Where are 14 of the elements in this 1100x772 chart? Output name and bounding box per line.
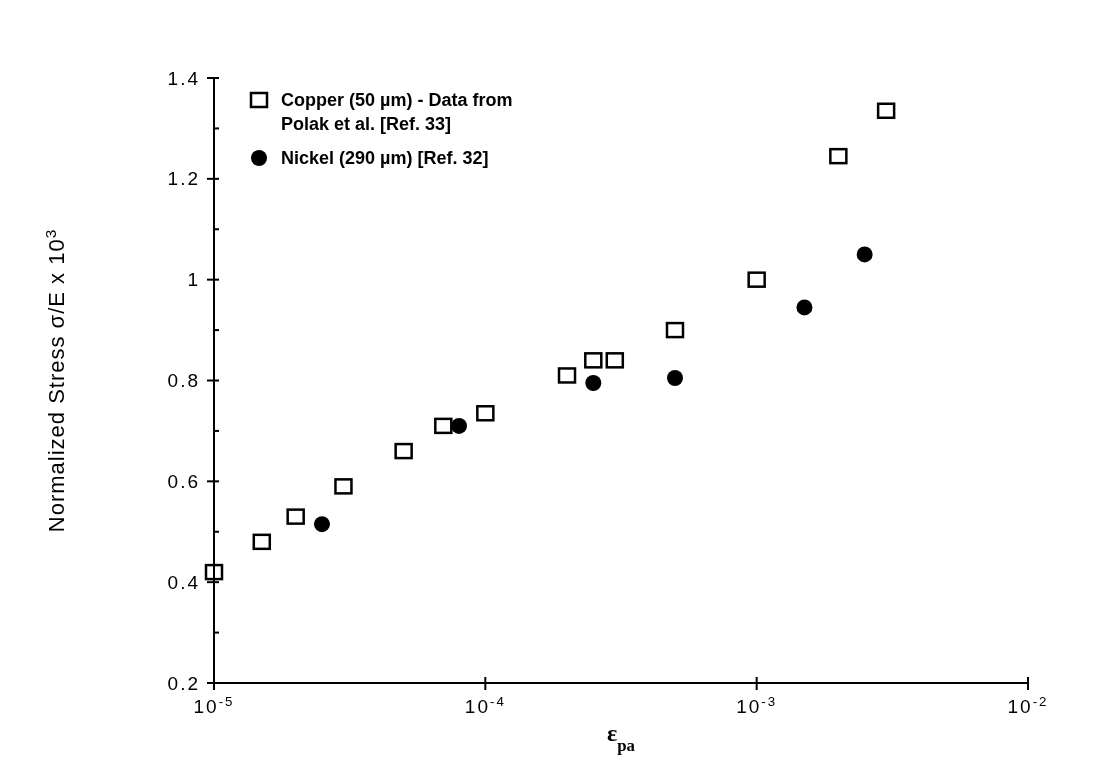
x-tick-label: 10$^{-2}$ — [1007, 693, 1049, 717]
legend-entry: Nickel (290 µm) [Ref. 32] — [251, 148, 489, 169]
x-tick-label: 10$^{-4}$ — [464, 693, 506, 717]
x-tick-label: 10$^{-5}$ — [193, 693, 235, 717]
y-tick-label: 0.2 — [167, 672, 200, 694]
x-axis-title: ε$_{pa}$ — [607, 720, 636, 755]
y-tick-label: 0.8 — [167, 370, 200, 392]
y-tick-label: 1.2 — [167, 168, 200, 190]
legend-entry: Copper (50 µm) - Data from Polak et al. [Ref. 33] — [249, 90, 513, 135]
y-tick-label: 0.6 — [167, 470, 200, 492]
y-tick-label: 1.4 — [167, 67, 200, 89]
y-tick-label: 0.4 — [167, 571, 200, 593]
y-tick-label: 1 — [187, 269, 200, 291]
x-tick-label: 10$^{-3}$ — [736, 693, 778, 717]
